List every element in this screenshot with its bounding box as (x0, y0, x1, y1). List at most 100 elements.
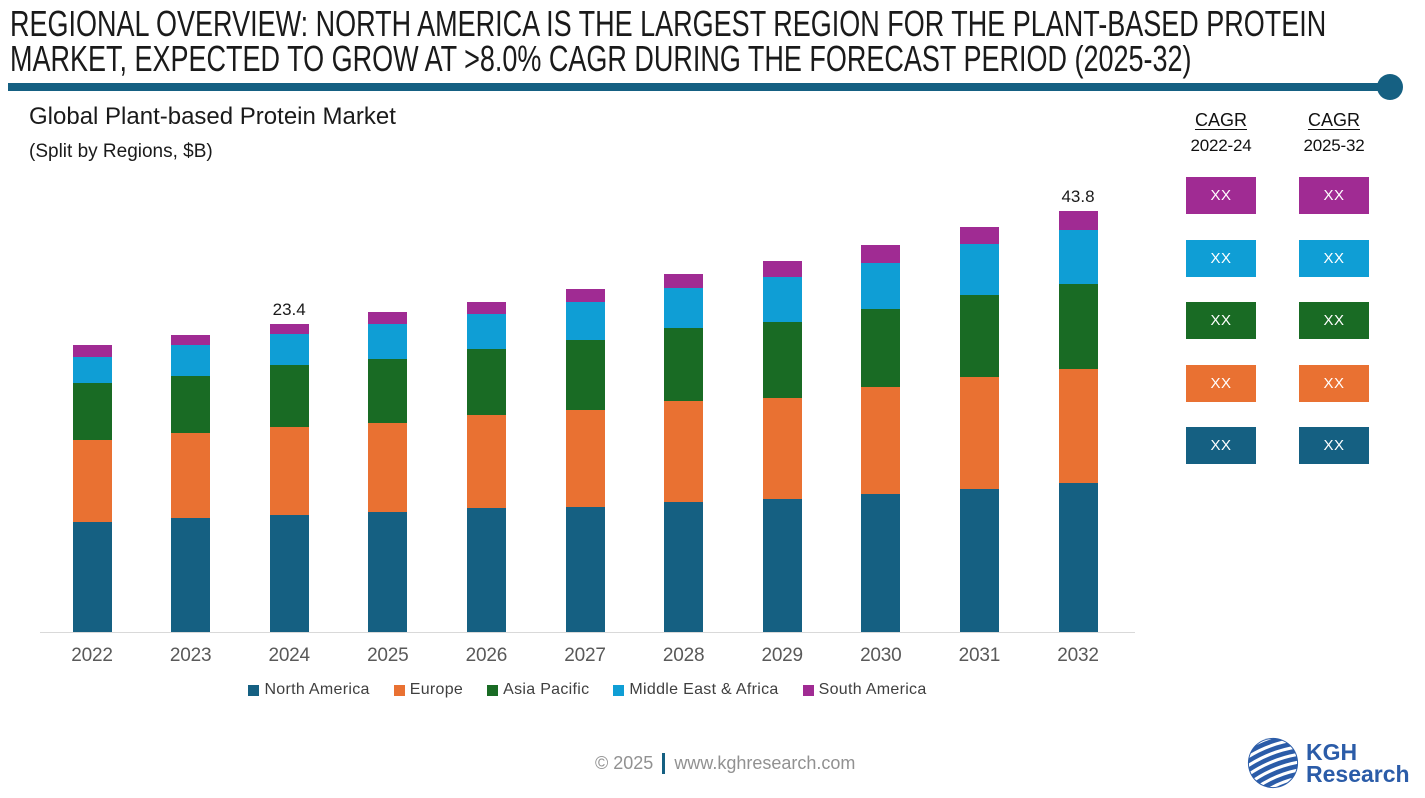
legend-item-north-america: North America (248, 681, 369, 699)
legend-item-middle-east-africa: Middle East & Africa (613, 681, 778, 699)
bar-2025 (368, 312, 408, 632)
bar-2031 (959, 227, 999, 632)
legend-label: South America (818, 681, 927, 698)
bar-2029 (762, 261, 802, 632)
cagr-column-header-2022-24: CAGR 2022-24 (1190, 110, 1252, 155)
bar-2030 (861, 245, 901, 632)
bar-segment-2024-asia-pacific (269, 365, 309, 427)
bar-segment-2027-europe (565, 409, 605, 508)
x-axis-label-2024: 2024 (268, 645, 310, 666)
legend-item-europe: Europe (393, 681, 464, 699)
bar-2032 (1058, 211, 1098, 632)
x-axis-label-2022: 2022 (71, 645, 113, 666)
footer-copyright: © 2025 (595, 753, 654, 773)
legend-item-south-america: South America (802, 681, 927, 699)
slide-title-line2: MARKET, EXPECTED TO GROW AT >8.0% CAGR D… (10, 38, 1192, 79)
bar-segment-2024-north-america (269, 514, 309, 632)
bar-segment-2029-north-america (762, 499, 802, 632)
bar-segment-2027-asia-pacific (565, 340, 605, 410)
bar-segment-2028-south-america (664, 274, 704, 288)
bar-segment-2024-europe (269, 426, 309, 515)
logo-line2: Research (1306, 761, 1410, 787)
bar-segment-2022-asia-pacific (72, 383, 112, 441)
bar-segment-2028-north-america (664, 501, 704, 632)
header-divider-line (8, 83, 1392, 91)
bar-segment-2025-north-america (368, 512, 408, 632)
legend-swatch-icon (802, 684, 814, 696)
legend-swatch-icon (248, 684, 260, 696)
footer: © 2025 www.kghresearch.com (595, 753, 855, 774)
x-axis-label-2028: 2028 (662, 645, 705, 666)
bar-segment-2025-south-america (368, 312, 408, 325)
cagr-value-asia-pacific-col2: XX (1299, 302, 1369, 339)
bar-segment-2031-middle-east-africa (959, 244, 999, 296)
header-divider-dot (1377, 74, 1403, 100)
bar-segment-2022-north-america (72, 521, 112, 632)
legend-label: North America (264, 681, 370, 698)
bar-segment-2023-middle-east-africa (171, 345, 211, 376)
bar-segment-2026-south-america (466, 301, 506, 314)
chart-title: Global Plant-based Protein Market (29, 103, 396, 130)
legend-label: Europe (409, 681, 464, 698)
bar-segment-2030-asia-pacific (861, 308, 901, 388)
bar-2028 (664, 274, 704, 632)
bar-segment-2022-middle-east-africa (72, 357, 112, 384)
chart-subtitle: (Split by Regions, $B) (29, 141, 213, 162)
bar-segment-2029-south-america (762, 261, 802, 277)
data-label-2024: 23.4 (272, 300, 306, 320)
bar-segment-2023-north-america (171, 517, 211, 632)
bar-segment-2023-south-america (171, 334, 211, 346)
globe-icon (1247, 737, 1299, 789)
bar-segment-2031-north-america (959, 488, 999, 632)
bar-segment-2026-north-america (466, 508, 506, 632)
cagr-value-europe-col1: XX (1186, 364, 1256, 402)
cagr-value-south-america-col1: XX (1186, 177, 1256, 214)
logo-line1: KGH (1306, 739, 1358, 765)
bar-segment-2025-europe (368, 422, 408, 513)
cagr-value-asia-pacific-col1: XX (1186, 302, 1256, 339)
cagr-value-north-america-col1: XX (1186, 427, 1256, 464)
bar-segment-2031-asia-pacific (959, 295, 999, 377)
bar-segment-2025-middle-east-africa (368, 324, 408, 359)
legend-item-asia-pacific: Asia Pacific (487, 681, 589, 699)
bar-segment-2026-middle-east-africa (466, 313, 506, 350)
bar-segment-2028-asia-pacific (664, 328, 704, 401)
footer-separator (662, 753, 666, 774)
bar-segment-2023-asia-pacific (171, 375, 211, 434)
slide-title: REGIONAL OVERVIEW: NORTH AMERICA IS THE … (10, 6, 1425, 79)
chart-legend: North America Europe Asia Pacific Middle Ea… (40, 681, 1135, 699)
bar-segment-2029-europe (762, 397, 802, 500)
bar-2023 (171, 334, 211, 632)
bar-2027 (565, 288, 605, 632)
footer-url: www.kghresearch.com (674, 753, 856, 773)
bar-segment-2030-north-america (861, 493, 901, 632)
bar-segment-2027-north-america (565, 507, 605, 632)
bar-segment-2028-middle-east-africa (664, 287, 704, 329)
legend-label: Middle East & Africa (629, 681, 779, 698)
data-label-2032: 43.8 (1061, 187, 1095, 207)
x-axis-label-2030: 2030 (860, 645, 902, 666)
bar-segment-2027-middle-east-africa (565, 301, 605, 341)
cagr-value-middle-east-africa-col1: XX (1186, 239, 1256, 277)
x-axis-line (40, 632, 1135, 633)
bar-segment-2031-europe (959, 376, 999, 489)
bar-segment-2024-south-america (269, 324, 309, 334)
bar-2024 (269, 324, 309, 632)
x-axis-label-2026: 2026 (465, 645, 508, 666)
bar-segment-2031-south-america (959, 227, 999, 245)
legend-swatch-icon (613, 684, 625, 696)
bar-segment-2032-middle-east-africa (1058, 229, 1098, 284)
bar-segment-2029-asia-pacific (762, 321, 802, 398)
bar-segment-2028-europe (664, 400, 704, 502)
bar-segment-2030-europe (861, 387, 901, 494)
bar-segment-2030-middle-east-africa (861, 262, 901, 309)
logo-wordmark: KGH Research (1306, 739, 1410, 787)
bar-segment-2026-asia-pacific (466, 349, 506, 416)
bar-segment-2032-europe (1058, 369, 1098, 484)
cagr-value-middle-east-africa-col2: XX (1299, 239, 1369, 277)
bar-2026 (466, 301, 506, 632)
bar-segment-2023-europe (171, 433, 211, 518)
cagr-value-south-america-col2: XX (1299, 177, 1369, 214)
x-axis-label-2025: 2025 (367, 645, 409, 666)
